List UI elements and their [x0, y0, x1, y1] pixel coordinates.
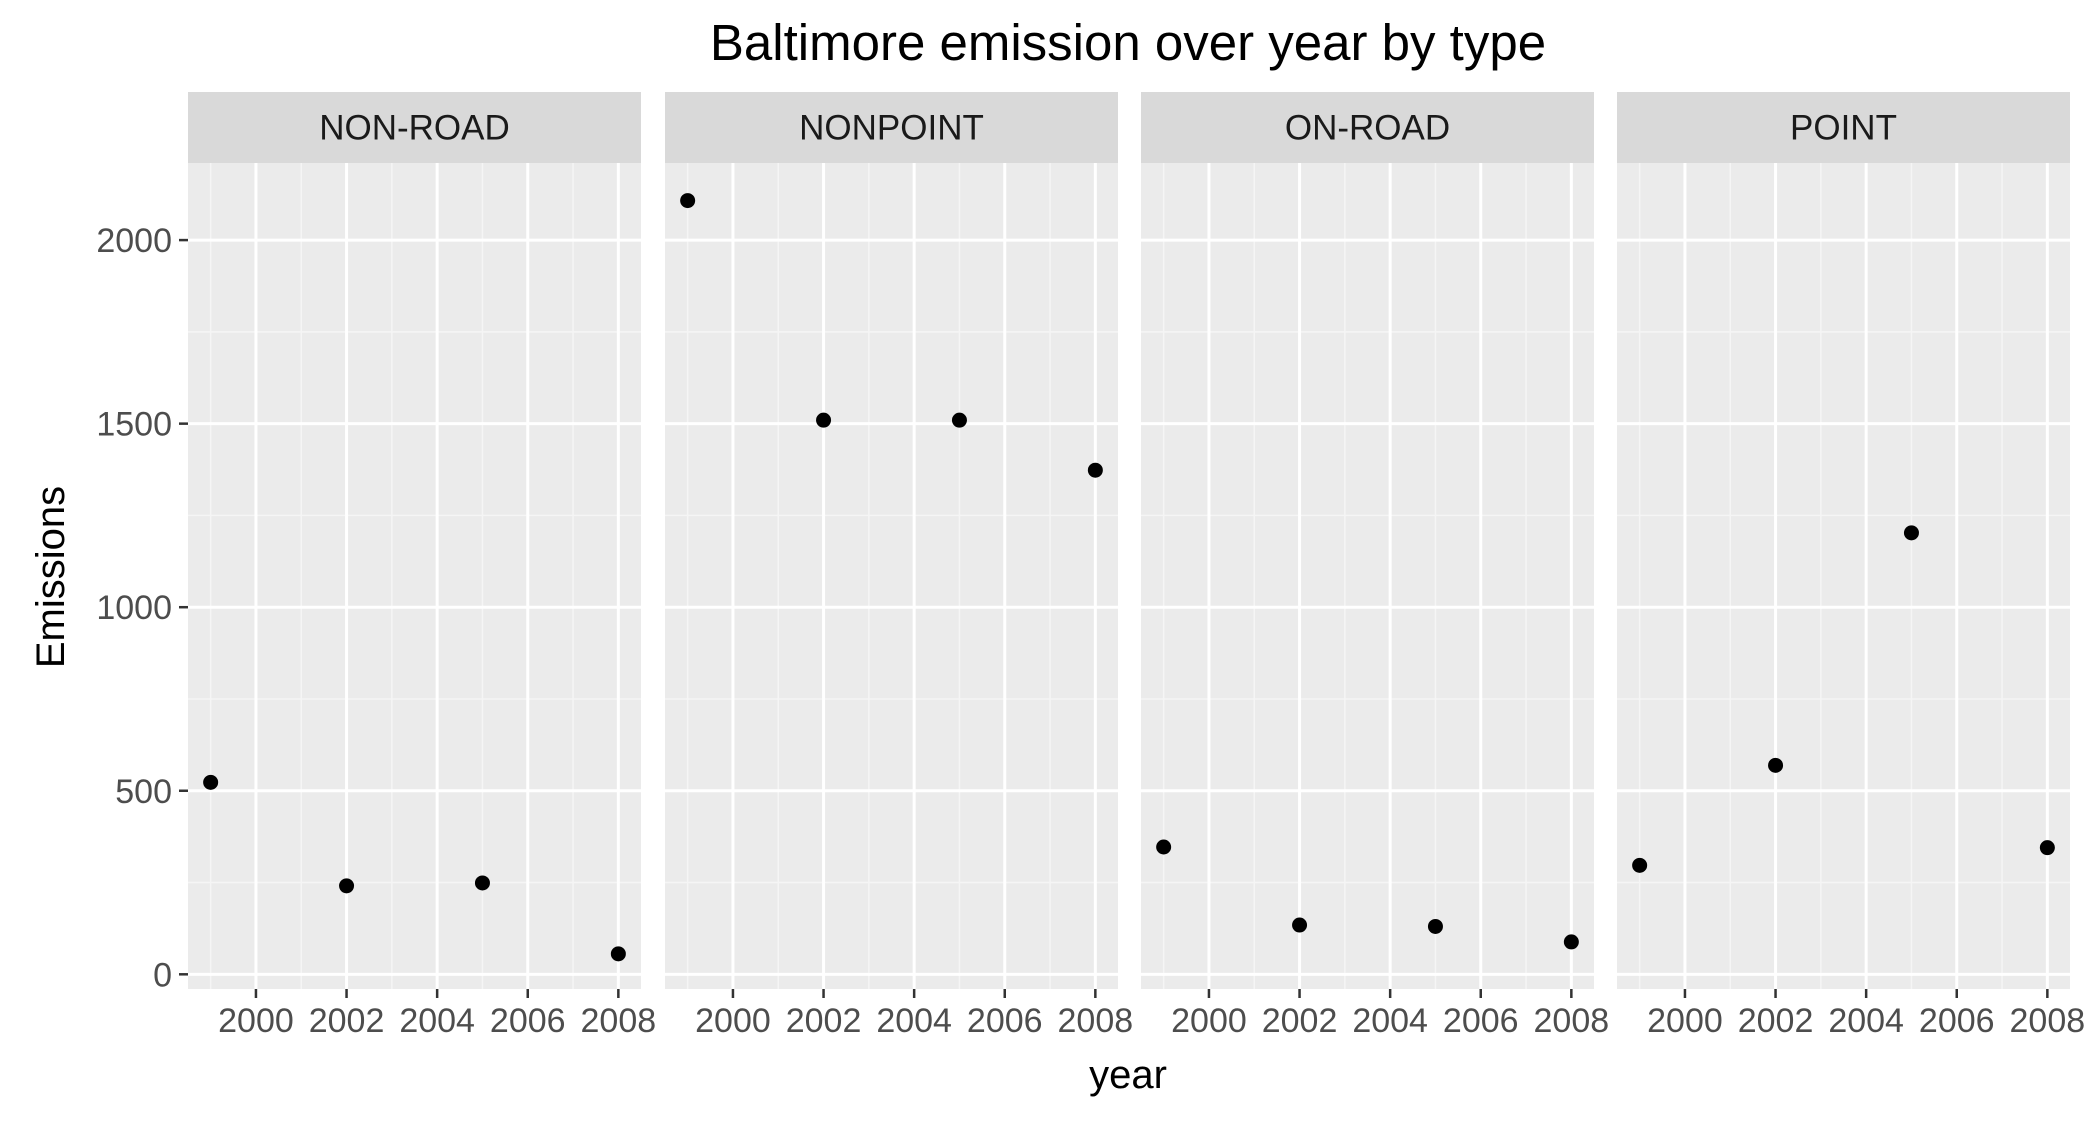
data-point — [339, 878, 355, 894]
data-point — [2039, 840, 2055, 856]
x-tick-label: 2004 — [1352, 1002, 1428, 1040]
data-point — [816, 412, 832, 428]
y-axis: 0 500 1000 1500 2000 — [96, 222, 188, 994]
x-tick-label: 2008 — [2010, 1002, 2086, 1040]
panel-background — [1141, 163, 1594, 989]
panel-background — [188, 163, 641, 989]
facet-panels: NON-ROAD 2000 2002 2004 2006 2008 NONPOINT 2000… — [188, 92, 2085, 1040]
x-tick-label: 2004 — [1828, 1002, 1904, 1040]
data-point — [1292, 917, 1308, 933]
x-tick-label: 2006 — [490, 1002, 566, 1040]
y-axis-title: Emissions — [29, 486, 73, 668]
x-tick-label: 2006 — [1443, 1002, 1519, 1040]
facet-strip-label: NONPOINT — [799, 109, 984, 148]
x-tick-label: 2002 — [786, 1002, 862, 1040]
panel-background — [665, 163, 1118, 989]
data-point — [1903, 525, 1919, 541]
facet-strip — [1141, 92, 1594, 163]
data-point — [203, 774, 219, 790]
x-tick-label: 2002 — [309, 1002, 385, 1040]
facet-strip — [665, 92, 1118, 163]
data-point — [1768, 757, 1784, 773]
y-tick-label: 1000 — [96, 589, 172, 627]
x-tick-label: 2008 — [1534, 1002, 1610, 1040]
x-tick-label: 2006 — [967, 1002, 1043, 1040]
x-tick-label: 2000 — [1647, 1002, 1723, 1040]
data-point — [1563, 934, 1579, 950]
data-point — [610, 946, 626, 962]
facet-panel: NON-ROAD 2000 2002 2004 2006 2008 — [188, 92, 656, 1040]
data-point — [1427, 918, 1443, 934]
facet-strip — [188, 92, 641, 163]
data-point — [680, 193, 696, 209]
y-tick-label: 0 — [153, 956, 172, 994]
data-point — [474, 875, 490, 891]
x-axis-title: year — [1089, 1053, 1167, 1097]
y-tick-label: 2000 — [96, 222, 172, 260]
x-tick-label: 2002 — [1738, 1002, 1814, 1040]
data-point — [1632, 857, 1648, 873]
facet-panel: ON-ROAD 2000 2002 2004 2006 2008 — [1141, 92, 1609, 1040]
y-tick-label: 1500 — [96, 406, 172, 444]
x-tick-label: 2006 — [1919, 1002, 1995, 1040]
x-tick-label: 2008 — [1058, 1002, 1134, 1040]
x-tick-label: 2000 — [695, 1002, 771, 1040]
facet-panel: NONPOINT 2000 2002 2004 2006 2008 — [665, 92, 1133, 1040]
x-tick-label: 2008 — [581, 1002, 657, 1040]
x-tick-label: 2002 — [1262, 1002, 1338, 1040]
x-tick-label: 2000 — [218, 1002, 294, 1040]
y-tick-label: 500 — [115, 773, 172, 811]
data-point — [1087, 462, 1103, 478]
x-tick-label: 2000 — [1171, 1002, 1247, 1040]
panel-background — [1617, 163, 2070, 989]
data-point — [951, 412, 967, 428]
facet-panel: POINT 2000 2002 2004 2006 2008 — [1617, 92, 2085, 1040]
facet-strip-label: NON-ROAD — [319, 109, 510, 148]
chart-title: Baltimore emission over year by type — [710, 14, 1546, 71]
x-tick-label: 2004 — [399, 1002, 475, 1040]
data-point — [1156, 839, 1172, 855]
facet-strip — [1617, 92, 2070, 163]
facet-strip-label: POINT — [1790, 109, 1897, 148]
x-tick-label: 2004 — [876, 1002, 952, 1040]
facet-strip-label: ON-ROAD — [1285, 109, 1450, 148]
